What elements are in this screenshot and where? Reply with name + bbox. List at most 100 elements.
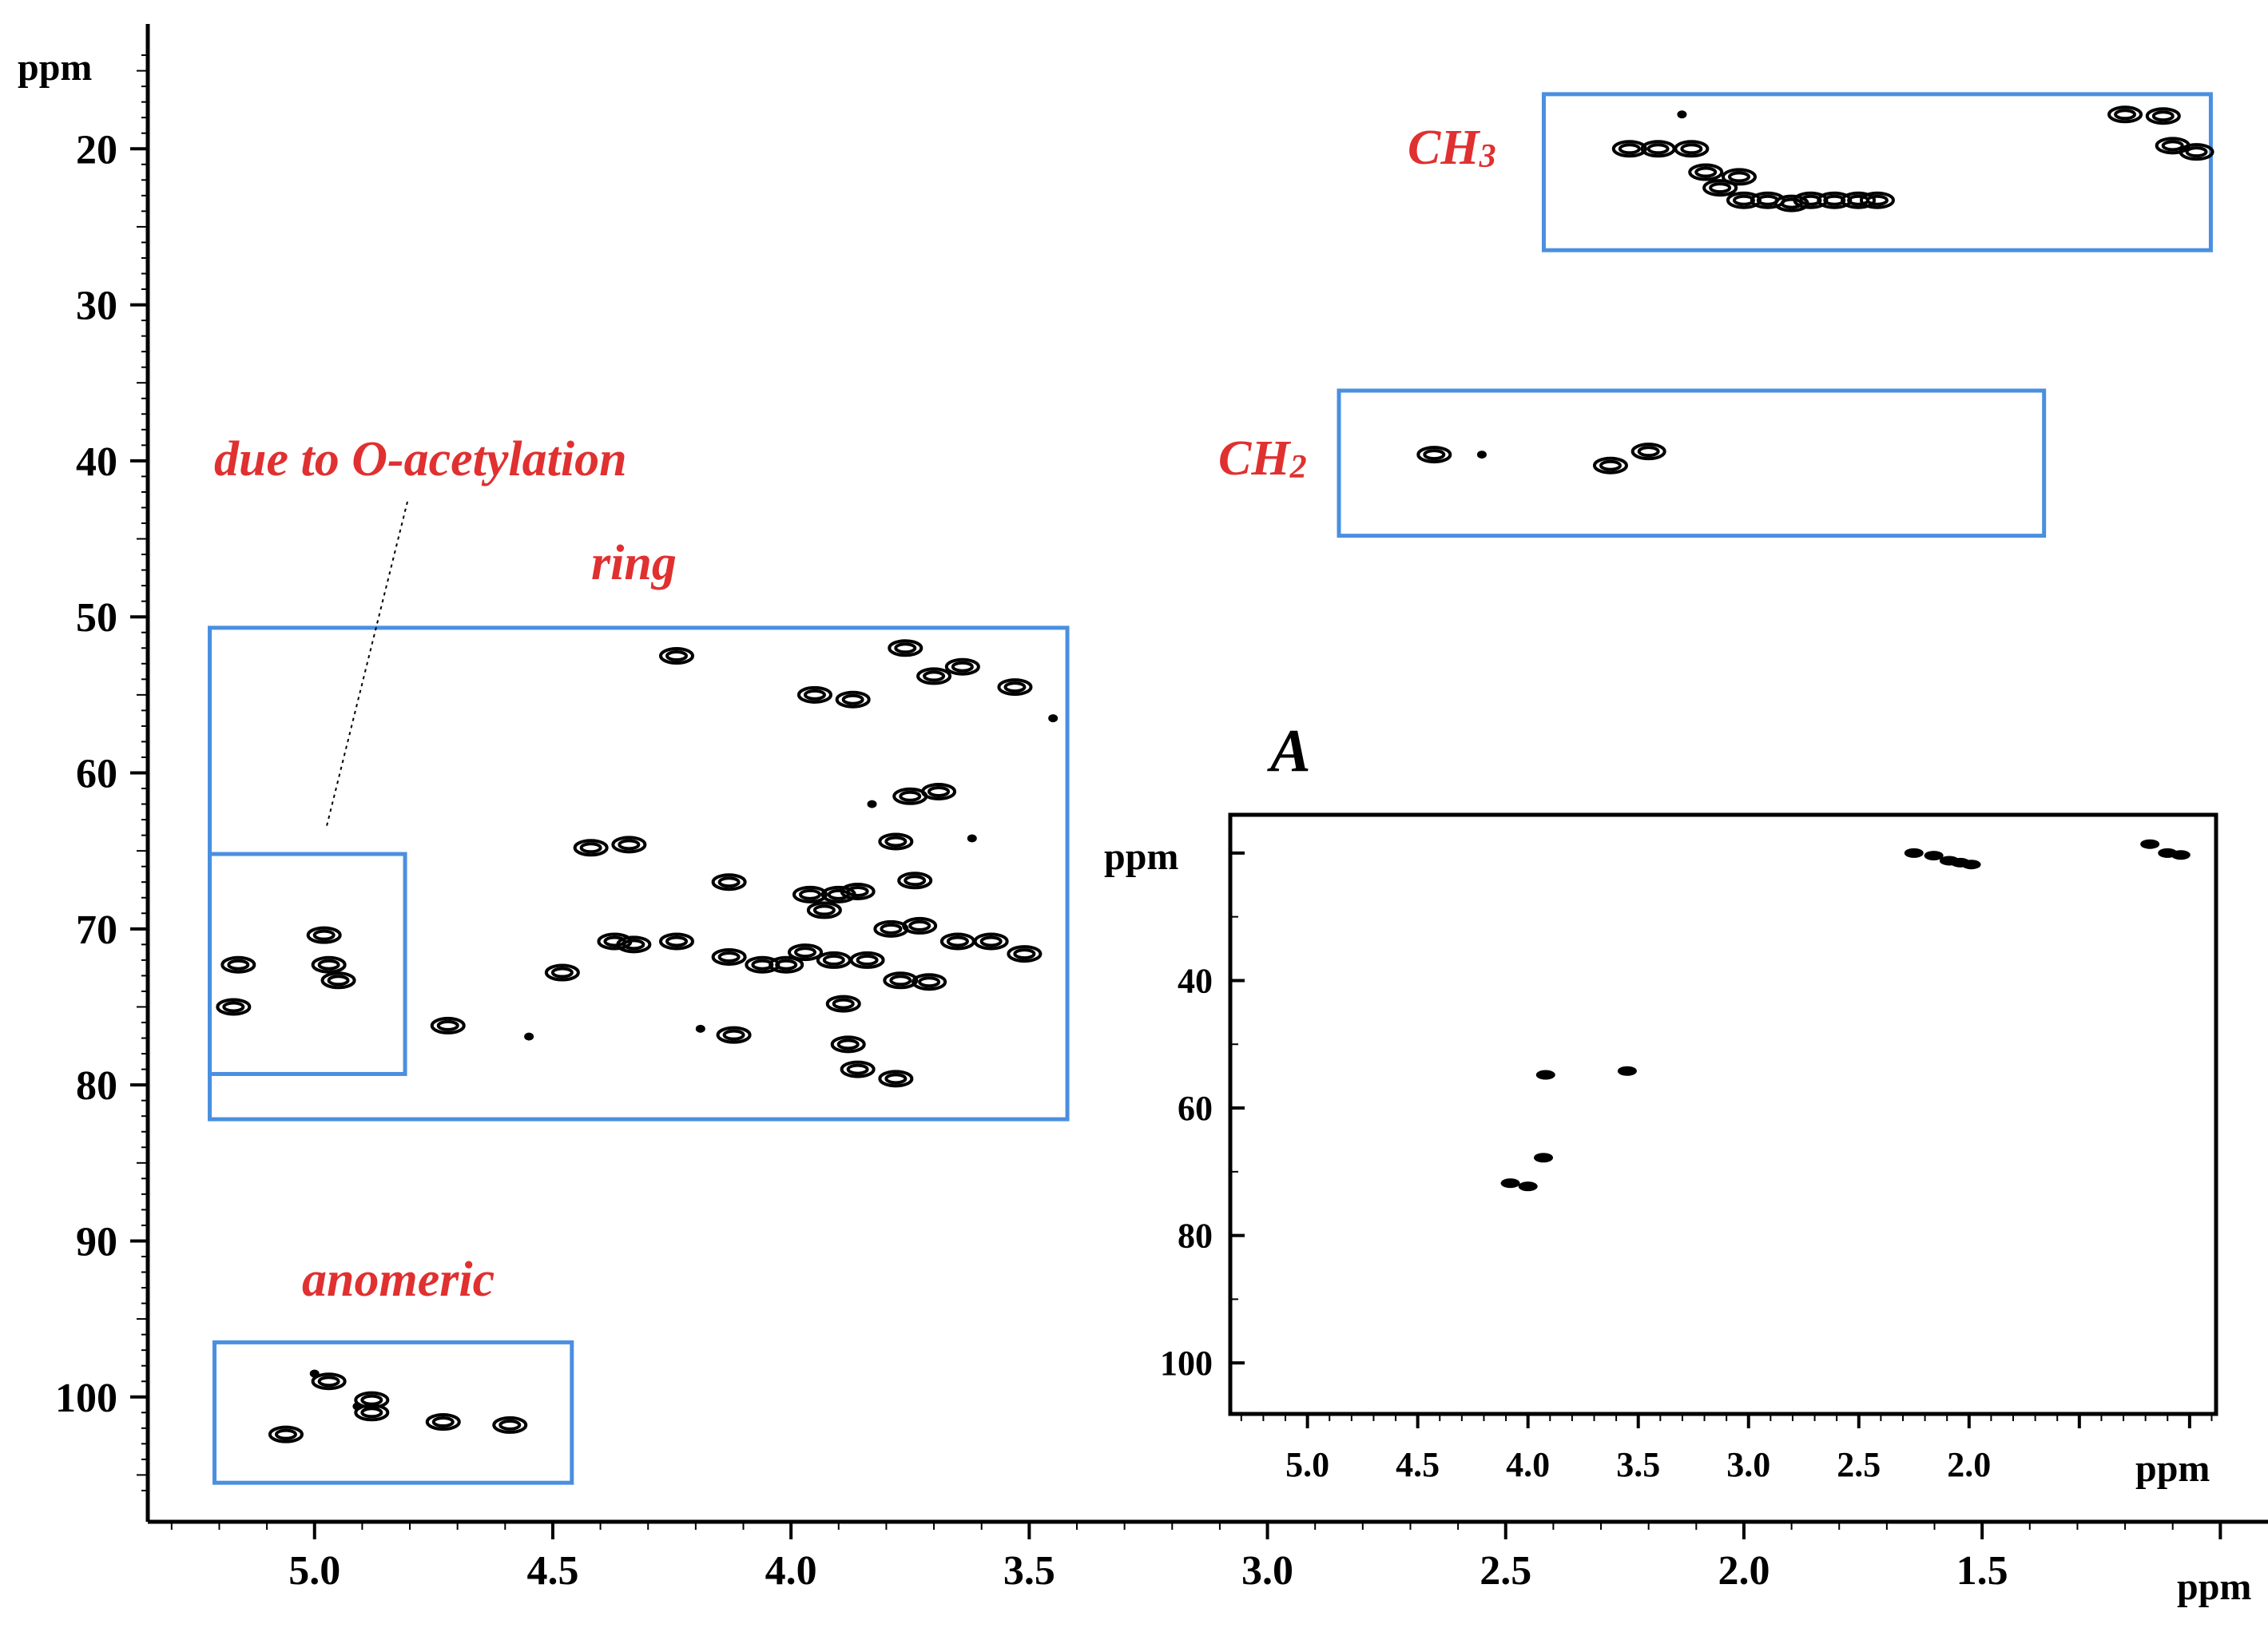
nmr-peak [711,873,747,891]
acetylation-region-box [208,852,407,1076]
inset-peak [1518,1181,1538,1192]
peak-contour-inner [2185,146,2208,158]
peak-contour-outer [912,973,947,991]
peak-contour-inner [1727,171,1750,183]
nmr-peak [973,932,1009,951]
peak-contour-inner [274,1428,297,1440]
peak-contour-outer [788,943,824,962]
peak-contour-outer [659,647,695,665]
nmr-peak [659,932,695,951]
peak-contour-inner [1423,449,1446,461]
peak-contour-outer [745,955,780,974]
peak-contour-outer [711,947,747,966]
anomeric-label: anomeric [302,1253,495,1307]
peak-contour-outer [897,872,933,890]
ch2-region-box [1337,388,2047,538]
peak-contour-inner [2114,109,2137,121]
peak-contour-outer [2107,105,2143,124]
peak-contour-inner [327,975,350,987]
peak-contour-inner [946,935,969,947]
nmr-peak [883,971,919,990]
anomeric-region-box [212,1340,574,1485]
inset-y-tick-label: 100 [1160,1344,1213,1383]
nmr-peak [216,998,252,1016]
nmr-peak [311,1372,347,1391]
peak-contour-outer [1726,191,1762,209]
main-y-tick-label: 100 [55,1376,117,1421]
peak-contour-inner [1599,459,1622,471]
nmr-peak [745,955,780,974]
nmr-peak [1592,456,1628,475]
nmr-peak [897,872,933,890]
peak-contour-inner [908,919,931,931]
peak-contour-outer [769,955,804,974]
main-y-tick-label: 20 [76,127,117,173]
peak-contour-outer [840,1060,876,1078]
peak-contour-outer [825,995,861,1013]
peak-contour-inner [1732,194,1755,206]
nmr-peak [1674,140,1710,158]
nmr-peak [921,782,957,800]
peak-contour-inner [665,650,689,662]
nmr-peak [840,882,876,900]
peak-contour-outer [425,1413,461,1431]
peak-contour-inner [222,1001,245,1013]
peak-contour-inner [431,1416,455,1428]
peak-contour-inner [822,954,845,966]
peak-contour-outer [973,932,1009,951]
ch3-subscript: 3 [1479,138,1496,175]
peak-contour-outer [1007,945,1043,963]
peak-contour-outer [611,836,647,854]
peak-contour-inner [799,888,822,900]
nmr-peak [425,1413,461,1431]
peak-contour-inner [923,670,946,682]
peak-contour-inner [979,935,1003,947]
main-x-unit: ppm [2177,1566,2251,1608]
peak-contour-inner [1680,143,1703,155]
peak-contour-outer [1859,191,1895,209]
nmr-peak [1007,945,1043,963]
peak-contour-inner [751,959,774,971]
nmr-peak [311,955,347,974]
nmr-peak [695,1024,705,1033]
peak-contour-outer [616,935,652,954]
peak-contour-inner [1709,182,1732,194]
nmr-peak [830,1035,866,1054]
nmr-peak [616,935,652,954]
peak-contour-inner [1646,143,1670,155]
nmr-peak [1688,163,1724,181]
nmr-peak [524,1032,534,1041]
peak-contour-inner [579,842,602,854]
peak-contour-inner [775,959,798,971]
nmr-peak [806,901,842,919]
peak-contour-outer [902,916,938,935]
peak-contour-inner [2151,110,2175,122]
nmr-peak [1476,451,1487,459]
peak-contour-inner [1694,166,1718,178]
peak-contour-inner [904,875,927,887]
nmr-peak [867,800,877,808]
main-x-tick-label: 2.0 [1718,1548,1770,1594]
peak-contour-inner [317,1376,340,1388]
peak-contour-inner [498,1419,522,1431]
peak-contour-outer [354,1404,390,1422]
nmr-peak [873,919,909,938]
peak-contour-outer [1688,163,1724,181]
peak-contour-inner [856,954,879,966]
peak-contour-outer [830,1035,866,1054]
nmr-peak [1416,446,1452,464]
inset-axes: 40 60 80 100 5.0 4.5 4.0 3.5 3.0 2.5 2.0 [1160,812,2218,1484]
nmr-peak [611,836,647,854]
peak-contour-outer [716,1026,752,1044]
nmr-peak [1630,443,1666,461]
inset-x-unit: ppm [2135,1447,2210,1490]
nmr-peak [2107,105,2143,124]
ch2-subscript: 2 [1289,449,1307,486]
inset-spectrum: 40 60 80 100 5.0 4.5 4.0 3.5 3.0 2.5 2.0 A ppm ppm [1104,717,2218,1490]
peak-contour-outer [796,685,832,704]
peak-contour-outer [1817,191,1853,209]
nmr-peak [825,995,861,1013]
peak-contour-outer [916,667,952,685]
nmr-peak [1611,140,1647,158]
